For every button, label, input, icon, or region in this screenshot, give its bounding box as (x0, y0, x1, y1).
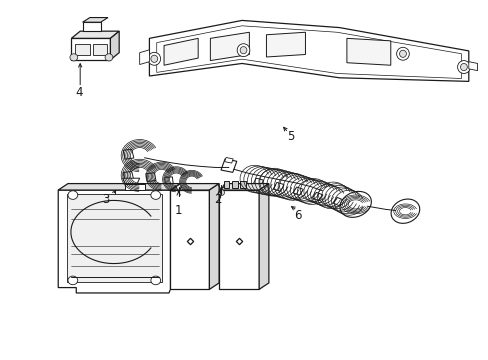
Polygon shape (170, 190, 209, 289)
Text: 5: 5 (286, 130, 294, 144)
Ellipse shape (218, 190, 224, 195)
Ellipse shape (151, 55, 158, 62)
Text: 4: 4 (75, 86, 82, 99)
Ellipse shape (396, 47, 408, 60)
Polygon shape (123, 171, 134, 181)
Ellipse shape (148, 52, 160, 65)
Ellipse shape (151, 191, 160, 199)
Bar (240, 181, 245, 188)
Polygon shape (266, 32, 305, 57)
Ellipse shape (70, 54, 78, 61)
Text: 1: 1 (175, 204, 182, 217)
Polygon shape (221, 159, 236, 172)
Polygon shape (252, 178, 263, 187)
Bar (93, 44, 106, 55)
Polygon shape (82, 22, 101, 31)
Polygon shape (209, 184, 219, 289)
Polygon shape (149, 21, 468, 81)
Polygon shape (332, 197, 343, 206)
Ellipse shape (151, 276, 160, 285)
Text: 2: 2 (213, 193, 221, 206)
Polygon shape (163, 39, 198, 65)
Ellipse shape (390, 199, 419, 223)
Polygon shape (66, 194, 161, 282)
Ellipse shape (68, 276, 78, 285)
Text: 6: 6 (294, 210, 301, 222)
Polygon shape (110, 31, 119, 60)
Polygon shape (312, 192, 322, 201)
Bar (75, 44, 90, 55)
Polygon shape (273, 183, 284, 191)
Polygon shape (58, 190, 170, 293)
Polygon shape (468, 62, 477, 71)
Polygon shape (140, 50, 149, 64)
Ellipse shape (460, 63, 467, 71)
Polygon shape (164, 177, 173, 185)
Polygon shape (71, 39, 110, 60)
Polygon shape (219, 190, 259, 289)
Polygon shape (170, 184, 219, 190)
Polygon shape (125, 184, 144, 190)
Ellipse shape (339, 192, 370, 217)
Polygon shape (58, 184, 180, 190)
Ellipse shape (240, 46, 246, 54)
Bar (223, 181, 229, 188)
Polygon shape (224, 158, 233, 163)
Ellipse shape (457, 60, 469, 73)
Polygon shape (145, 173, 156, 181)
Polygon shape (259, 184, 268, 289)
Polygon shape (346, 39, 390, 65)
Ellipse shape (237, 44, 249, 57)
Ellipse shape (68, 191, 78, 199)
Polygon shape (71, 31, 119, 39)
Polygon shape (123, 149, 134, 159)
Ellipse shape (105, 54, 113, 61)
Polygon shape (122, 178, 140, 184)
Polygon shape (292, 187, 303, 195)
Ellipse shape (399, 50, 406, 57)
Text: 3: 3 (102, 193, 109, 206)
Polygon shape (219, 184, 268, 190)
Bar (231, 181, 237, 188)
Polygon shape (82, 18, 108, 22)
Polygon shape (210, 32, 249, 60)
